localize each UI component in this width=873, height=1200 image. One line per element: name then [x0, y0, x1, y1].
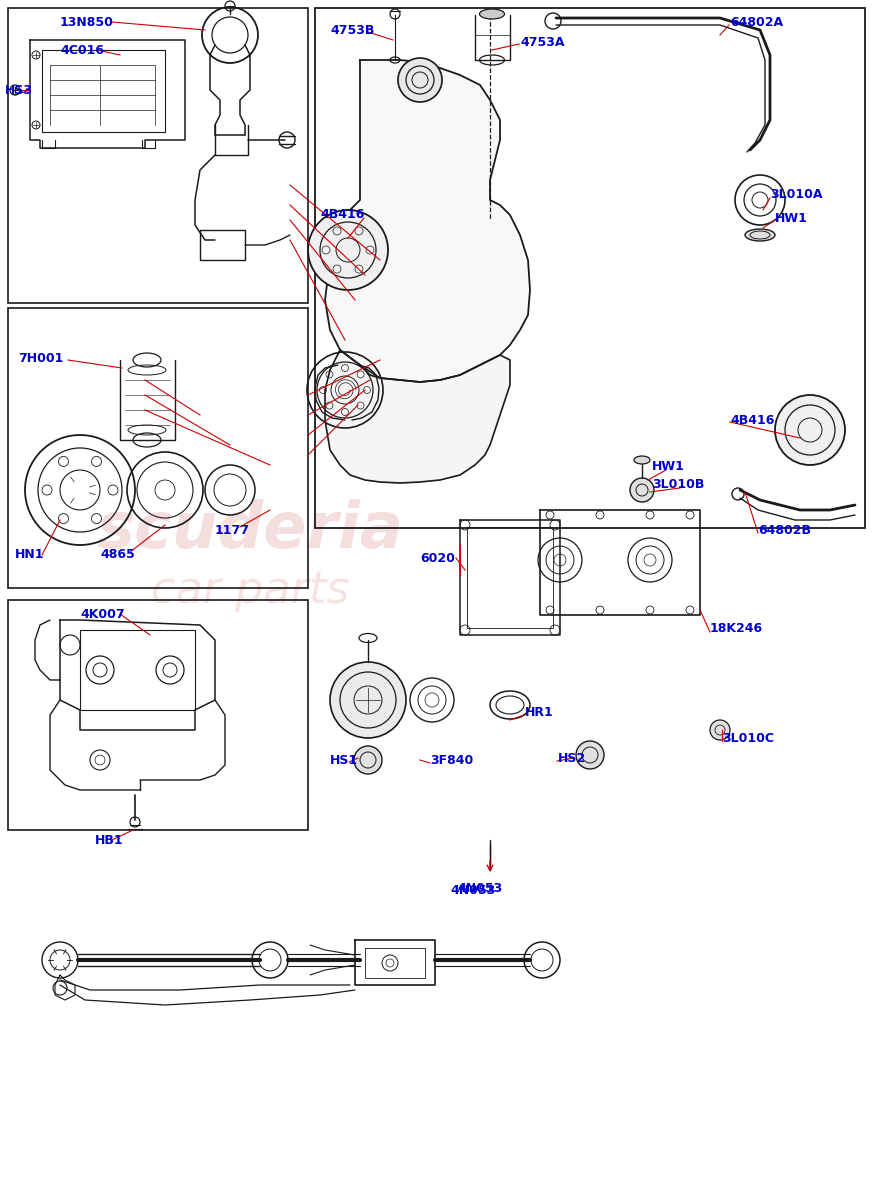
Bar: [8, 600, 308, 830]
Text: 4753B: 4753B: [330, 24, 375, 36]
Text: 64802A: 64802A: [730, 16, 783, 29]
Circle shape: [308, 210, 388, 290]
Text: 18K246: 18K246: [710, 622, 763, 635]
Polygon shape: [325, 60, 530, 382]
Text: 3F840: 3F840: [430, 754, 473, 767]
Text: 13N850: 13N850: [60, 16, 113, 29]
Text: 4B416: 4B416: [320, 209, 364, 222]
Text: car parts: car parts: [151, 569, 349, 612]
Text: 3L010C: 3L010C: [722, 732, 774, 744]
Text: 64802B: 64802B: [758, 523, 811, 536]
Text: 4N053: 4N053: [457, 882, 502, 894]
Text: HS3: HS3: [5, 84, 33, 96]
Circle shape: [576, 740, 604, 769]
Text: HS1: HS1: [330, 754, 358, 767]
Circle shape: [330, 662, 406, 738]
Text: 4K007: 4K007: [80, 607, 125, 620]
Bar: [8, 308, 308, 588]
Text: 1177: 1177: [215, 523, 250, 536]
Ellipse shape: [745, 229, 775, 241]
Text: HS2: HS2: [558, 751, 586, 764]
Text: HN1: HN1: [15, 548, 45, 562]
Circle shape: [354, 746, 382, 774]
Text: 3L010B: 3L010B: [652, 479, 705, 492]
Text: 4753A: 4753A: [520, 36, 565, 48]
Ellipse shape: [479, 8, 505, 19]
Text: 4N053: 4N053: [450, 883, 495, 896]
Text: 4B416: 4B416: [730, 414, 774, 426]
Polygon shape: [325, 350, 510, 482]
Text: HR1: HR1: [525, 706, 553, 719]
Text: 3L010A: 3L010A: [770, 188, 822, 202]
Circle shape: [710, 720, 730, 740]
Text: 4865: 4865: [100, 548, 134, 562]
Text: 7H001: 7H001: [18, 352, 64, 365]
Bar: [315, 8, 865, 528]
Bar: [8, 8, 308, 302]
Ellipse shape: [634, 456, 650, 464]
Circle shape: [398, 58, 442, 102]
Text: HB1: HB1: [95, 834, 124, 846]
Text: HW1: HW1: [652, 461, 685, 474]
Circle shape: [630, 478, 654, 502]
Text: 6020: 6020: [420, 552, 455, 564]
Text: 4C016: 4C016: [60, 43, 104, 56]
Text: HW1: HW1: [775, 211, 808, 224]
Circle shape: [775, 395, 845, 464]
Text: scuderia: scuderia: [97, 499, 403, 560]
